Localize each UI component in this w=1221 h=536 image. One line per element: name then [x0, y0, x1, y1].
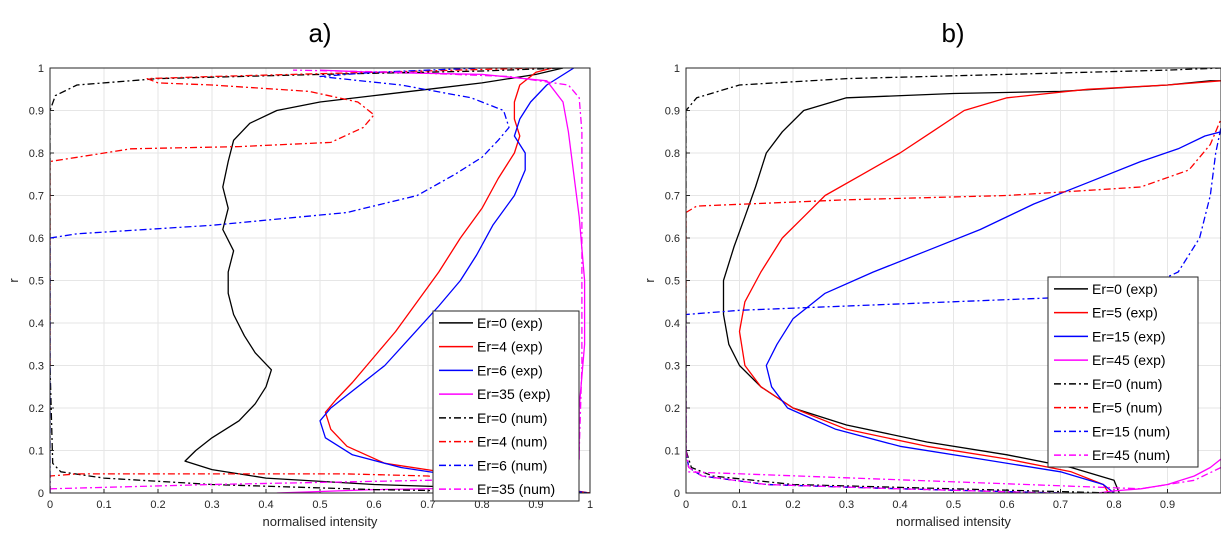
x-tick-label: 0.3 [204, 499, 219, 511]
axes-box [49, 67, 591, 494]
legend-label: Er=15 (num) [1092, 423, 1170, 439]
panel-title: b) [941, 18, 964, 48]
y-tick-label: 0.1 [665, 446, 680, 458]
x-tick-label: 0.4 [892, 499, 907, 511]
panel-title: a) [308, 18, 331, 48]
x-tick-label: 0.7 [1053, 499, 1068, 511]
x-tick-label: 1 [587, 499, 593, 511]
series-line [722, 80, 1221, 493]
legend-label: Er=0 (exp) [1092, 281, 1158, 297]
y-tick-label: 0.3 [29, 361, 44, 373]
legend-label: Er=35 (exp) [477, 386, 551, 402]
series-line [738, 80, 1221, 493]
legend: Er=0 (exp) Er=5 (exp) Er=15 (exp) Er=45 (ex… [1047, 276, 1199, 468]
series-line [319, 68, 590, 493]
x-axis-label: normalised intensity [896, 514, 1011, 529]
panel-a: a) 0 0.1 0.2 0.3 0.4 0.5 0.6 0.7 0.8 0.9 1 0 0.1 0.2 0.… [6, 18, 593, 529]
legend-label: Er=6 (exp) [477, 362, 543, 378]
x-tick-label: 0.5 [946, 499, 961, 511]
x-tick-label: 0 [683, 499, 689, 511]
y-tick-label: 1 [38, 63, 44, 75]
y-tick-label: 0 [674, 488, 680, 500]
series-line [50, 68, 510, 493]
y-tick-label: 0.4 [665, 318, 680, 330]
x-tick-label: 0.1 [96, 499, 111, 511]
x-tick-label: 0.6 [999, 499, 1014, 511]
legend-label: Er=5 (num) [1092, 400, 1162, 416]
y-tick-label: 0.7 [665, 191, 680, 203]
y-tick-label: 0.2 [29, 403, 44, 415]
legend-label: Er=5 (exp) [1092, 305, 1158, 321]
y-axis-label: r [642, 278, 657, 283]
y-tick-label: 0.4 [29, 318, 44, 330]
legend-box [1047, 276, 1199, 468]
y-tick-label: 0.9 [665, 106, 680, 118]
y-tick-label: 0.5 [665, 276, 680, 288]
legend-label: Er=15 (exp) [1092, 328, 1166, 344]
y-tick-label: 0.8 [29, 148, 44, 160]
y-tick-label: 0.8 [665, 148, 680, 160]
x-tick-label: 0.2 [150, 499, 165, 511]
x-tick-label: 0.4 [258, 499, 273, 511]
y-tick-label: 1 [674, 63, 680, 75]
x-tick-label: 0.5 [312, 499, 327, 511]
legend-label: Er=0 (num) [1092, 376, 1162, 392]
legend-box [432, 310, 580, 502]
y-tick-label: 0.1 [29, 446, 44, 458]
legend-label: Er=6 (num) [477, 457, 547, 473]
x-tick-label: 0.9 [1160, 499, 1175, 511]
y-tick-label: 0.2 [665, 403, 680, 415]
legend-label: Er=45 (num) [1092, 447, 1170, 463]
legend-label: Er=45 (exp) [1092, 352, 1166, 368]
x-tick-label: 0.8 [474, 499, 489, 511]
legend-label: Er=4 (exp) [477, 339, 543, 355]
series-line [324, 68, 590, 493]
y-tick-label: 0.6 [29, 233, 44, 245]
x-tick-label: 0 [47, 499, 53, 511]
x-tick-label: 0.7 [420, 499, 435, 511]
x-tick-label: 0.6 [366, 499, 381, 511]
x-tick-label: 0.1 [732, 499, 747, 511]
legend-label: Er=4 (num) [477, 434, 547, 450]
y-tick-label: 0.7 [29, 191, 44, 203]
x-tick-label: 0.2 [785, 499, 800, 511]
y-tick-label: 0.3 [665, 361, 680, 373]
y-tick-label: 0 [38, 488, 44, 500]
y-tick-label: 0.6 [665, 233, 680, 245]
x-tick-label: 0.8 [1106, 499, 1121, 511]
series-line [686, 407, 1221, 493]
axes-box [685, 67, 1221, 494]
series-line [50, 69, 583, 490]
series-line [686, 68, 1221, 493]
series-line [765, 131, 1221, 493]
legend: Er=0 (exp) Er=4 (exp) Er=6 (exp) Er=35 (exp… [432, 310, 580, 502]
y-tick-label: 0.9 [29, 106, 44, 118]
y-axis-label: r [6, 278, 21, 283]
x-tick-label: 0.9 [528, 499, 543, 511]
series-line [50, 68, 537, 366]
legend-label: Er=0 (num) [477, 410, 547, 426]
legend-label: Er=0 (exp) [477, 315, 543, 331]
x-tick-label: 0.3 [839, 499, 854, 511]
y-tick-label: 0.5 [29, 276, 44, 288]
x-axis-label: normalised intensity [263, 514, 378, 529]
series-line [1097, 458, 1221, 493]
series-line [184, 68, 590, 493]
panel-b: b) 0 0.1 0.2 0.3 0.4 0.5 0.6 0.7 0.8 0.9 0 0.1 0.2 0.3… [642, 18, 1221, 529]
legend-label: Er=35 (num) [477, 481, 555, 497]
